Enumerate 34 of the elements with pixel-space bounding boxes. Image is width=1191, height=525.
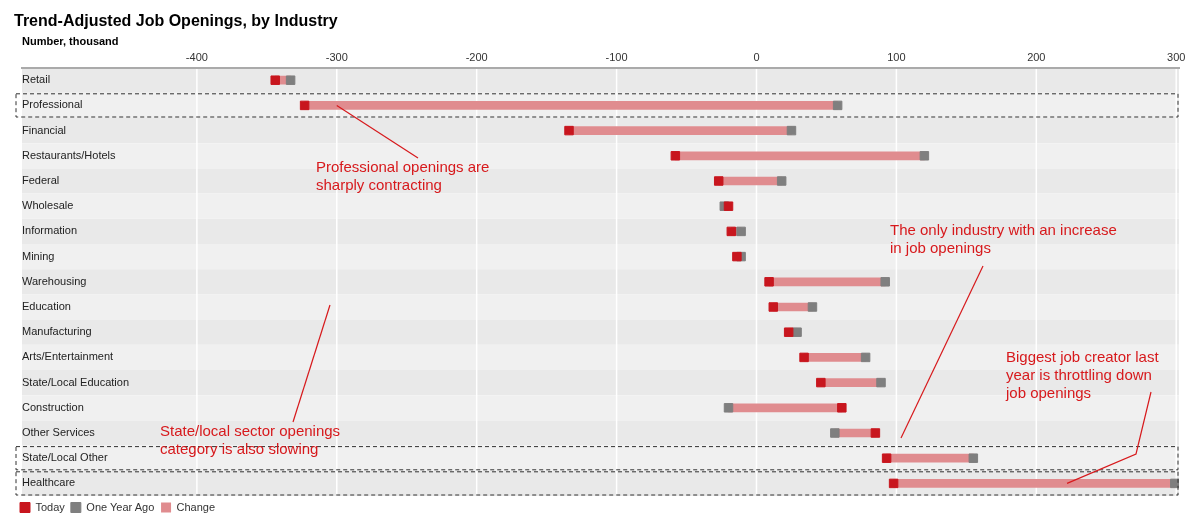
- chart-title: Trend-Adjusted Job Openings, by Industry: [14, 12, 338, 30]
- x-tick-label: 300: [1167, 51, 1186, 64]
- x-axis-title: Number, thousand: [22, 34, 119, 47]
- y-tick-label: Mining: [22, 249, 55, 262]
- y-tick-label: State/Local Education: [22, 375, 130, 388]
- annotation: The only industry with an increase in job openings: [890, 220, 1117, 256]
- x-tick-label: 100: [887, 51, 906, 64]
- y-tick-label: State/Local Other: [22, 451, 108, 464]
- annotation: State/local sector openings category is also slowing: [160, 421, 341, 457]
- x-tick-label: 200: [1027, 51, 1046, 64]
- legend-label: Today: [35, 500, 66, 513]
- y-tick-label: Arts/Entertainment: [22, 350, 114, 363]
- y-tick-label: Professional: [22, 98, 83, 111]
- annotation: Biggest job creator last year is throttling down job openings: [1005, 347, 1160, 401]
- y-tick-label: Information: [22, 224, 78, 237]
- legend-label: One Year Ago: [86, 500, 155, 513]
- x-tick-label: -100: [605, 51, 628, 64]
- x-tick-label: 0: [753, 51, 760, 64]
- annotation: Professional openings are sharply contracting: [316, 157, 490, 193]
- x-tick-label: -400: [185, 51, 208, 64]
- y-tick-label: Federal: [22, 174, 60, 187]
- y-tick-label: Construction: [22, 400, 84, 413]
- y-tick-label: Education: [22, 300, 71, 313]
- y-tick-label: Healthcare: [22, 476, 76, 489]
- y-tick-label: Other Services: [22, 426, 96, 439]
- y-tick-label: Restaurants/Hotels: [22, 148, 117, 161]
- y-tick-label: Retail: [22, 73, 51, 86]
- y-tick-label: Manufacturing: [22, 325, 92, 338]
- x-tick-label: -200: [465, 51, 488, 64]
- y-tick-label: Warehousing: [22, 274, 87, 287]
- x-tick-label: -300: [325, 51, 348, 64]
- y-tick-label: Wholesale: [22, 199, 74, 212]
- legend-label: Change: [176, 500, 216, 513]
- y-tick-label: Financial: [22, 123, 67, 136]
